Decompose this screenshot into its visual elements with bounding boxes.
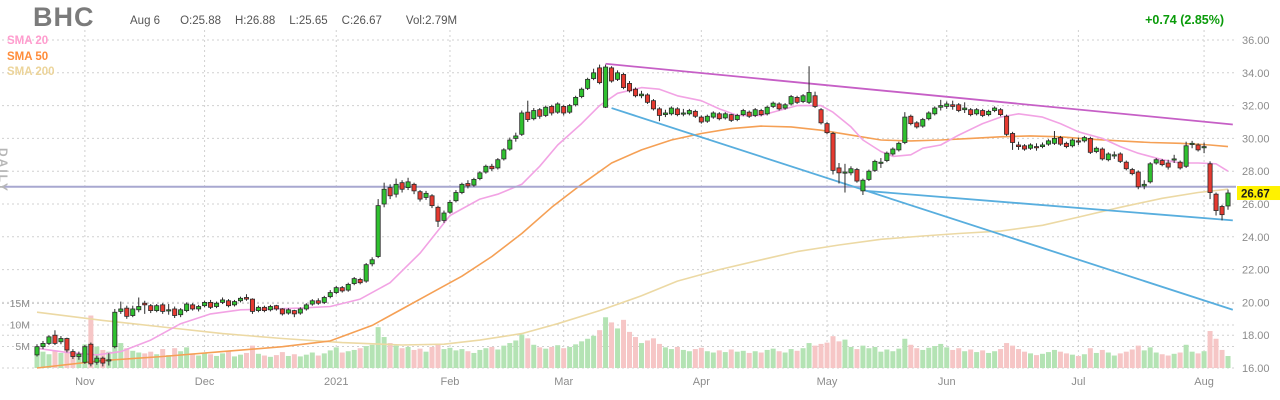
quote-high: H:26.88 [234,15,276,27]
volume-bars [34,315,1231,368]
svg-text:Jun: Jun [938,376,956,388]
sma-lines [36,86,1229,369]
svg-text:15M: 15M [10,298,30,310]
legend-sma50: SMA 50 [7,50,49,63]
grid-lines [2,30,1236,369]
svg-text:32.00: 32.00 [1242,101,1270,113]
legend-sma200: SMA 200 [7,66,55,78]
price-change: +0.74 (2.85%) [1145,13,1224,27]
svg-text:26.00: 26.00 [1242,199,1270,211]
svg-text:Feb: Feb [440,376,459,388]
svg-text:24.00: 24.00 [1242,232,1270,244]
svg-text:16.00: 16.00 [1242,363,1270,375]
svg-text:Nov: Nov [75,376,95,388]
quote-volume: Vol:2.79M [405,15,458,27]
steep-support [611,107,1234,311]
svg-text:28.00: 28.00 [1242,166,1270,178]
svg-text:10M: 10M [10,320,30,332]
quote-open: O:25.88 [180,15,221,27]
legend-sma20: SMA 20 [7,35,49,47]
descending-resistance [605,62,1233,126]
current-price-tag: 26.67 [1237,186,1280,201]
svg-text:34.00: 34.00 [1242,68,1270,80]
svg-text:Jul: Jul [1071,376,1085,388]
svg-text:Aug: Aug [1194,376,1214,388]
svg-text:30.00: 30.00 [1242,133,1270,145]
svg-text:Dec: Dec [195,376,215,388]
secondary-support [865,189,1233,222]
svg-text:26.67: 26.67 [1241,189,1270,201]
svg-text:20.00: 20.00 [1242,297,1270,309]
quote-date: Aug 6 [130,15,161,27]
quote-low: L:25.65 [289,15,328,27]
axis-labels: 36.00 34.00 32.00 30.00 28.00 26.00 24.00 22.00… [10,35,1270,388]
svg-text:36.00: 36.00 [1242,35,1270,47]
timeframe-label: DAILY [0,148,10,193]
svg-text:18.00: 18.00 [1242,330,1270,342]
svg-text:5M: 5M [15,341,30,353]
quote-close: C:26.67 [341,15,382,27]
candlesticks [34,64,1231,367]
svg-text:Apr: Apr [693,376,710,388]
ticker-symbol: BHC [33,2,95,32]
sma-legend: SMA 20 SMA 50 SMA 200 [7,34,55,81]
svg-text:May: May [817,376,838,388]
svg-text:22.00: 22.00 [1242,265,1270,277]
svg-text:Mar: Mar [554,376,573,388]
quote-summary: Aug 6 O:25.88 H:26.88 L:25.65 C:26.67 Vol:2.7… [130,15,457,27]
trend-lines [605,62,1234,311]
svg-text:2021: 2021 [324,376,348,388]
